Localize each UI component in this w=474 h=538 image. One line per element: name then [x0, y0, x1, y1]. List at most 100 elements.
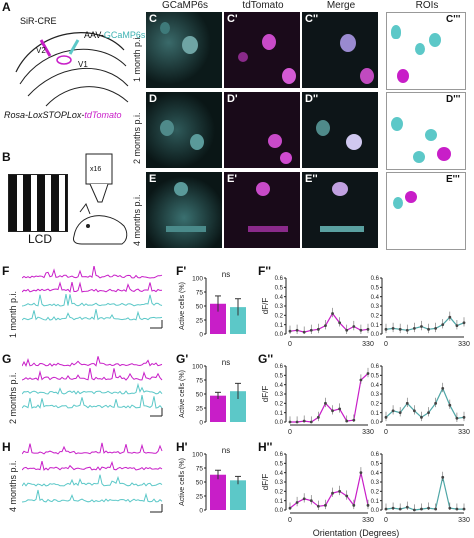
- mouse-objective-sketch: [73, 153, 128, 245]
- label-e-prime: E': [227, 173, 237, 185]
- y-tick-label: 0.5: [275, 286, 284, 292]
- y-tick-label: 0.4: [275, 471, 284, 477]
- bar-y-axis-label: Active cells (%): [179, 282, 186, 330]
- image-d-tdtomato: [224, 92, 300, 168]
- data-point: [316, 504, 320, 508]
- data-point: [427, 506, 430, 510]
- y-tick-label: 25: [196, 318, 204, 325]
- label-e: E: [149, 173, 157, 185]
- panel-a-label: A: [2, 0, 11, 14]
- x-tick-label: 330: [362, 517, 374, 524]
- y-tick-label: 25: [196, 406, 204, 413]
- data-point: [309, 328, 313, 332]
- bar-y-axis-label: Active cells (%): [179, 458, 186, 506]
- calcium-traces: [22, 266, 163, 513]
- y-tick-label: 100: [192, 276, 203, 283]
- y-tick-label: 0.0: [275, 332, 284, 338]
- data-point: [412, 327, 416, 330]
- data-point: [345, 419, 349, 423]
- data-point: [366, 372, 370, 375]
- data-point: [384, 415, 388, 419]
- y-tick-label: 0.3: [371, 392, 380, 398]
- trace-line: [22, 281, 163, 293]
- data-point: [441, 475, 445, 479]
- y-tick-label: 100: [192, 452, 203, 459]
- lcd-label: LCD: [28, 232, 53, 246]
- trace-row-label-3: 4 months p.i.: [8, 460, 18, 512]
- x-tick-label: 330: [458, 341, 470, 348]
- col-title-rois: ROIs: [415, 0, 439, 11]
- data-point: [448, 506, 452, 510]
- aav-prefix: AAV-: [84, 30, 104, 40]
- col-title-gcamp: GCaMP6s: [161, 0, 209, 11]
- y-tick-label: 0: [199, 420, 203, 427]
- data-point: [434, 401, 438, 405]
- y-tick-label: 0.6: [371, 452, 380, 458]
- data-point: [405, 328, 409, 332]
- lcd-screen: [8, 174, 68, 232]
- y-tick-label: 0.6: [371, 276, 380, 282]
- data-point: [391, 506, 395, 510]
- panel-a-diagram: [6, 10, 130, 110]
- row-label-2months: 2 months p.i.: [132, 112, 142, 164]
- x-tick-label: 0: [384, 429, 388, 436]
- tuning-curve: [385, 386, 465, 419]
- x-tick-label: 330: [362, 341, 374, 348]
- bar: [230, 307, 246, 334]
- panel-h-prime-label: H': [176, 440, 188, 454]
- image-c-merge: [302, 12, 378, 88]
- orientation-tuning-curves: 0.0 0.1 0.2 0.3 0.4 0.5 0.6 0 330 0.0 0.1 0.2 0.3 0.4…: [261, 276, 470, 538]
- data-point: [412, 409, 416, 413]
- tuning-curve: [289, 312, 369, 333]
- y-tick-label: 0.3: [275, 392, 284, 398]
- data-point: [359, 328, 363, 332]
- y-tick-label: 0.5: [371, 462, 380, 468]
- brain-sketch: [15, 32, 129, 107]
- y-tick-label: 0.4: [275, 295, 284, 301]
- data-point: [359, 471, 363, 475]
- data-point: [391, 327, 395, 330]
- y-tick-label: 0.1: [275, 323, 284, 329]
- tuning-y-axis-label: dF/F: [261, 298, 270, 315]
- tuning-curve: [385, 477, 464, 511]
- data-point: [324, 401, 327, 405]
- tuning-curve: [385, 316, 465, 331]
- y-tick-label: 0.1: [371, 499, 380, 505]
- data-point: [398, 507, 402, 511]
- y-tick-label: 0.1: [275, 499, 284, 505]
- trace-line: [22, 294, 163, 307]
- data-point: [412, 508, 416, 512]
- y-tick-label: 0: [199, 332, 203, 339]
- mouse-line-suffix: tdTomato: [84, 110, 122, 120]
- data-point: [366, 503, 370, 507]
- image-c-rois: [386, 12, 466, 90]
- image-d-gcamp: [146, 92, 222, 168]
- label-d-double-prime: D'': [305, 93, 319, 105]
- data-point: [420, 325, 423, 328]
- label-c-triple-prime: C''': [446, 14, 461, 25]
- y-tick-label: 0.2: [275, 402, 284, 408]
- y-tick-label: 0.4: [371, 471, 380, 477]
- data-point: [345, 494, 349, 498]
- y-tick-label: 0.5: [275, 374, 284, 380]
- panel-h-label: H: [2, 440, 11, 454]
- y-tick-label: 0.5: [275, 462, 284, 468]
- data-point: [455, 324, 459, 327]
- bar: [230, 480, 246, 510]
- y-tick-label: 50: [196, 392, 204, 399]
- bar-y-axis-label: Active cells (%): [179, 370, 186, 418]
- y-tick-label: 0.4: [275, 383, 284, 389]
- col-title-merge: Merge: [326, 0, 356, 11]
- x-tick-label: 0: [288, 517, 292, 524]
- image-d-merge: [302, 92, 378, 168]
- data-point: [331, 312, 334, 315]
- tuning-y-axis-label: dF/F: [261, 474, 270, 491]
- y-tick-label: 0.0: [371, 332, 380, 338]
- trace-row-label-1: 1 month p.i.: [8, 290, 18, 338]
- data-point: [462, 321, 466, 325]
- data-point: [288, 506, 292, 510]
- trace-line: [22, 356, 163, 367]
- row-label-4months: 4 months p.i.: [132, 194, 142, 246]
- y-tick-label: 0.3: [275, 480, 284, 486]
- data-point: [352, 418, 356, 422]
